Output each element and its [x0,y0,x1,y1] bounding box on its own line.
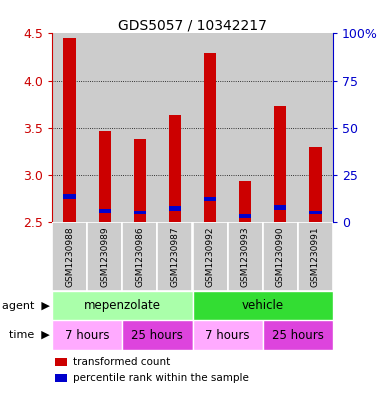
Bar [298,222,333,291]
Bar [192,33,228,222]
Text: percentile rank within the sample: percentile rank within the sample [73,373,249,383]
Bar [99,209,111,213]
Text: transformed count: transformed count [73,357,170,367]
Text: 25 hours: 25 hours [131,329,183,342]
Text: 7 hours: 7 hours [205,329,250,342]
Text: agent  ▶: agent ▶ [2,301,50,310]
Bar [52,33,87,222]
Bar [228,222,263,291]
Bar [157,33,192,222]
Bar [228,33,263,222]
Bar [263,320,333,350]
Text: mepenzolate: mepenzolate [84,299,161,312]
Bar [192,222,228,291]
Bar [134,139,146,222]
Text: GSM1230991: GSM1230991 [311,226,320,287]
Bar [274,106,286,222]
Bar [192,291,333,320]
Text: time  ▶: time ▶ [9,330,50,340]
Text: 7 hours: 7 hours [65,329,109,342]
Bar [122,320,192,350]
Bar [263,222,298,291]
Bar [192,320,263,350]
Bar [87,222,122,291]
Bar [239,215,251,218]
Bar [52,320,122,350]
Bar [55,358,67,366]
Bar [64,194,76,199]
Text: GSM1230988: GSM1230988 [65,226,74,287]
Text: 25 hours: 25 hours [272,329,324,342]
Bar [263,33,298,222]
Bar [134,211,146,215]
Bar [55,374,67,382]
Bar [169,206,181,211]
Bar [122,33,157,222]
Bar [169,116,181,222]
Text: GSM1230993: GSM1230993 [241,226,250,287]
Text: GSM1230990: GSM1230990 [276,226,285,287]
Bar [99,130,111,222]
Text: vehicle: vehicle [242,299,284,312]
Bar [204,196,216,201]
Text: GSM1230986: GSM1230986 [135,226,144,287]
Bar [274,205,286,210]
Text: GSM1230989: GSM1230989 [100,226,109,287]
Bar [52,222,87,291]
Bar [309,147,321,222]
Bar [122,222,157,291]
Bar [157,222,192,291]
Bar [52,291,192,320]
Bar [239,180,251,222]
Bar [309,211,321,215]
Title: GDS5057 / 10342217: GDS5057 / 10342217 [118,18,267,32]
Bar [204,53,216,222]
Bar [64,38,76,222]
Text: GSM1230992: GSM1230992 [206,226,214,286]
Text: GSM1230987: GSM1230987 [171,226,179,287]
Bar [87,33,122,222]
Bar [298,33,333,222]
